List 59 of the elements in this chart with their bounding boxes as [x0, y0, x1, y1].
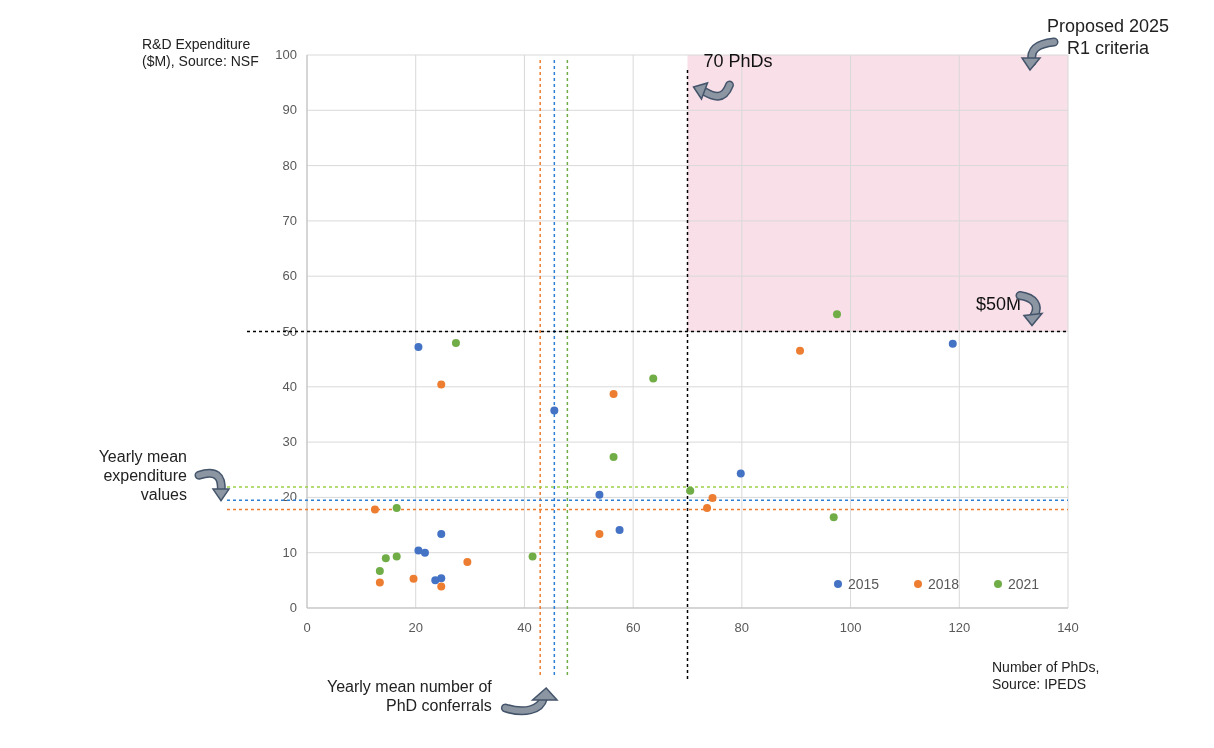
- y-tick-label: 0: [289, 600, 297, 615]
- ref-line-label: 70 PhDs: [703, 51, 773, 71]
- point: [948, 339, 957, 348]
- point: [420, 548, 429, 557]
- point: [392, 552, 401, 561]
- point: [414, 342, 423, 351]
- y-tick-label: 30: [282, 434, 297, 450]
- point: [375, 578, 384, 587]
- x-tick-label: 60: [625, 620, 641, 635]
- point: [708, 493, 717, 502]
- x-tick-label: 100: [839, 620, 862, 635]
- point: [437, 529, 446, 538]
- text: Yearly mean expenditure values: [98, 447, 188, 504]
- point: [829, 513, 838, 522]
- point: [437, 582, 446, 591]
- y-tick-label: 10: [282, 544, 297, 560]
- point: [649, 374, 658, 383]
- x-tick-label: 120: [948, 620, 971, 635]
- legend-label: 2018: [928, 576, 960, 592]
- point: [437, 574, 446, 583]
- point: [615, 526, 624, 535]
- point: [550, 406, 559, 415]
- x-axis-title: Number of PhDs, Source: IPEDS: [992, 659, 1100, 692]
- point: [528, 552, 537, 561]
- y-axis-title: R&D Expenditure ($M), Source: NSF: [142, 36, 259, 69]
- point: [796, 346, 805, 355]
- point: [409, 574, 418, 583]
- x-tick-label: 140: [1057, 620, 1079, 635]
- text: Yearly mean number of PhD conferrals: [326, 678, 493, 715]
- y-tick-label: 40: [282, 378, 297, 394]
- point: [451, 339, 460, 348]
- point: [595, 490, 604, 499]
- point: [609, 389, 618, 398]
- legend-label: 2015: [848, 576, 880, 592]
- ref-line-label: $50M: [976, 293, 1022, 314]
- y-tick-label: 70: [282, 212, 297, 228]
- x-tick-label: 0: [303, 620, 311, 635]
- point: [414, 546, 423, 555]
- legend-label: 2021: [1008, 576, 1040, 592]
- point: [381, 554, 390, 563]
- point: [392, 503, 401, 512]
- point: [703, 503, 712, 512]
- x-tick-label: 20: [408, 620, 423, 635]
- point: [595, 529, 604, 538]
- x-tick-label: 80: [734, 620, 750, 635]
- y-tick-label: 80: [282, 157, 297, 173]
- band-label: Proposed 2025 R1 criteria: [1046, 16, 1170, 58]
- y-tick-label: 60: [282, 268, 297, 284]
- x-tick-label: 40: [517, 620, 532, 635]
- point: [686, 486, 695, 495]
- point: [463, 558, 472, 567]
- point: [832, 310, 841, 319]
- y-tick-label: 90: [282, 102, 297, 118]
- point: [437, 380, 446, 389]
- y-tick-label: 100: [275, 47, 297, 62]
- point: [375, 566, 384, 575]
- point: [609, 453, 618, 462]
- point: [736, 469, 745, 478]
- point: [370, 505, 379, 514]
